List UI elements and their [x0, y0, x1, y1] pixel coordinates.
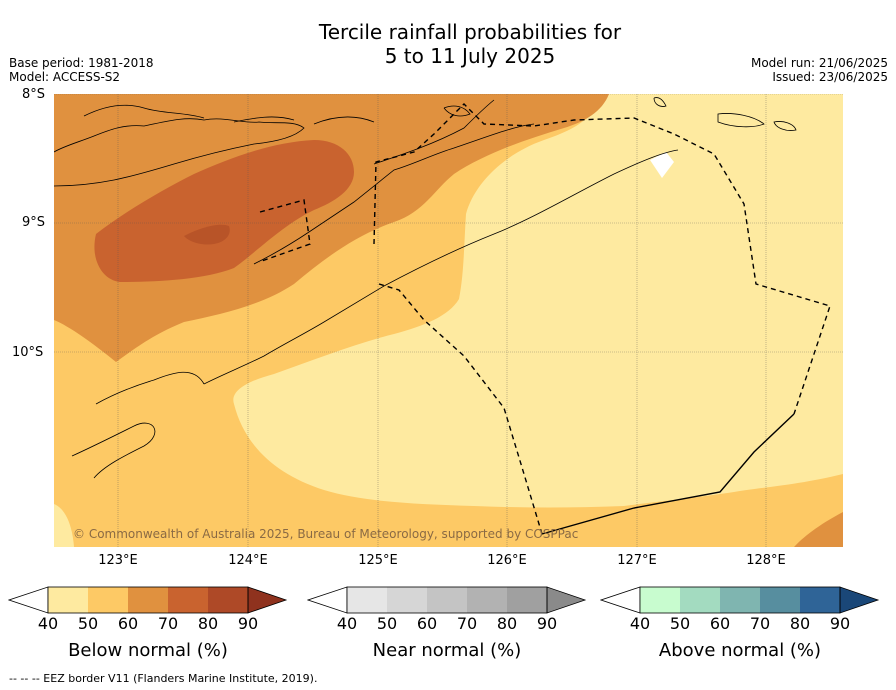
colorbar-above-normal: [600, 586, 880, 614]
colorbar-title-above: Above normal (%): [658, 640, 822, 661]
colorbar-segment: [347, 587, 387, 613]
colorbar-overflow-triangle: [546, 586, 587, 614]
model-run: Model run: 21/06/2025: [750, 56, 888, 70]
map-credit: © Commonwealth of Australia 2025, Bureau…: [73, 527, 579, 541]
rainfall-probability-map: [54, 94, 843, 547]
colorbar-tick-label: 60: [416, 614, 438, 633]
colorbar-outline: [346, 586, 548, 614]
colorbar-tick-label: 80: [496, 614, 518, 633]
lon-label-123e: 123°E: [98, 553, 138, 568]
region-below-40-50-corner: [54, 504, 74, 547]
colorbar-segment: [640, 587, 680, 613]
colorbar-segment: [128, 587, 168, 613]
colorbar-below-normal: [8, 586, 288, 614]
colorbar-tick-label: 40: [629, 614, 651, 633]
lon-label-128e: 128°E: [746, 553, 786, 568]
colorbar-tick-label: 80: [789, 614, 811, 633]
colorbar-underflow-triangle: [600, 586, 641, 614]
colorbar-segment: [800, 587, 840, 613]
lon-label-126e: 126°E: [487, 553, 527, 568]
colorbar-tick-label: 60: [117, 614, 139, 633]
colorbar-tick-label: 90: [829, 614, 851, 633]
colorbar-segment: [168, 587, 208, 613]
model-name: Model: ACCESS-S2: [9, 70, 121, 84]
eez-legend: -- -- -- EEZ border V11 (Flanders Marine…: [9, 672, 318, 685]
colorbar-tick-label: 70: [456, 614, 478, 633]
colorbar-tick-label: 40: [336, 614, 358, 633]
colorbar-tick-label: 90: [237, 614, 259, 633]
region-below-70-80-core: [184, 224, 230, 245]
lon-label-124e: 124°E: [228, 553, 268, 568]
colorbar-tick-label: 80: [197, 614, 219, 633]
colorbar-overflow-triangle: [839, 586, 880, 614]
colorbar-tick-label: 70: [749, 614, 771, 633]
colorbar-near-normal: [307, 586, 587, 614]
eez-border: [258, 103, 831, 535]
colorbar-segment: [88, 587, 128, 613]
colorbar-segment: [760, 587, 800, 613]
colorbar-underflow-triangle: [8, 586, 49, 614]
colorbar-tick-label: 40: [37, 614, 59, 633]
colorbar-tick-label: 50: [669, 614, 691, 633]
colorbar-segment: [208, 587, 248, 613]
region-below-70-80: [94, 140, 355, 282]
colorbar-outline: [639, 586, 841, 614]
lon-label-127e: 127°E: [617, 553, 657, 568]
lon-label-125e: 125°E: [358, 553, 398, 568]
colorbar-tick-label: 70: [157, 614, 179, 633]
colorbar-tick-label: 50: [77, 614, 99, 633]
region-no-signal: [650, 152, 674, 178]
region-below-40-50: [233, 94, 843, 508]
colorbar-tick-label: 50: [376, 614, 398, 633]
colorbar-outline: [47, 586, 249, 614]
colorbar-segment: [387, 587, 427, 613]
lat-label-10s: 10°S: [12, 345, 44, 360]
colorbar-tick-label: 90: [536, 614, 558, 633]
map-title-line2: 5 to 11 July 2025: [384, 44, 556, 68]
colorbar-segment: [680, 587, 720, 613]
colorbar-segment: [427, 587, 467, 613]
colorbar-segment: [467, 587, 507, 613]
meta-left: Base period: 1981-2018 Model: ACCESS-S2: [9, 56, 154, 84]
issued-date: Issued: 23/06/2025: [772, 70, 888, 84]
colorbar-segment: [507, 587, 547, 613]
colorbar-underflow-triangle: [307, 586, 348, 614]
colorbar-title-near: Near normal (%): [372, 640, 522, 661]
map-title-line1: Tercile rainfall probabilities for: [318, 20, 622, 44]
colorbar-segment: [720, 587, 760, 613]
region-below-60-70-corner: [794, 512, 843, 547]
colorbar-segment: [48, 587, 88, 613]
gridlines: [54, 94, 843, 547]
base-period: Base period: 1981-2018: [9, 56, 154, 70]
colorbar-title-below: Below normal (%): [68, 640, 228, 661]
colorbar-tick-label: 60: [709, 614, 731, 633]
meta-right: Model run: 21/06/2025 Issued: 23/06/2025: [751, 56, 888, 84]
coastlines: [54, 97, 797, 479]
lat-label-9s: 9°S: [22, 215, 46, 230]
lat-label-8s: 8°S: [22, 87, 46, 102]
colorbar-overflow-triangle: [247, 586, 288, 614]
region-below-60-70: [54, 94, 609, 362]
